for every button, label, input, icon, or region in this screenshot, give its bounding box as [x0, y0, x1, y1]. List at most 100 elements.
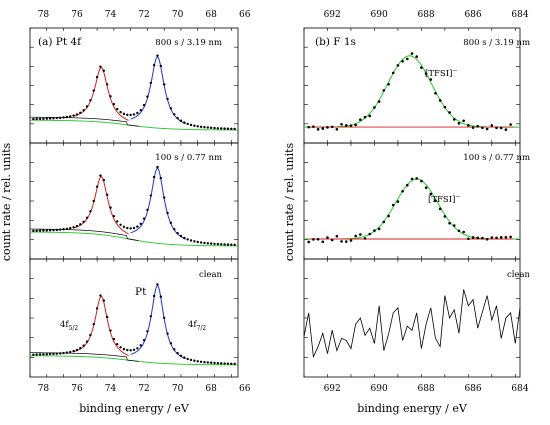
- f1s-data-point-0: [406, 57, 409, 61]
- pt-data-point-2: [119, 346, 122, 349]
- pt-data-point-1: [69, 226, 72, 230]
- pt-data-point-1: [109, 206, 112, 209]
- f1s-data-point-0: [382, 89, 386, 92]
- pt-data-point-0: [173, 113, 176, 116]
- f1s-data-point-1: [415, 177, 418, 180]
- f1s-top-tick-label: 690: [371, 10, 388, 20]
- f1s-data-point-1: [448, 221, 451, 225]
- f1s-data-point-1: [476, 236, 480, 240]
- f1s-data-point-1: [485, 237, 489, 241]
- f1s-data-point-1: [382, 220, 386, 224]
- f-label-800s: 800 s / 3.19 nm: [463, 38, 530, 48]
- f1s-data-point-0: [467, 124, 470, 127]
- pt-data-point-0: [48, 117, 52, 120]
- f1s-data-point-1: [335, 234, 339, 238]
- pt-data-point-2: [142, 339, 146, 342]
- pt-data-point-0: [152, 64, 156, 67]
- pt-data-point-0: [166, 97, 169, 101]
- pt-data-point-2: [55, 352, 59, 355]
- f1s-fit-line-0: [304, 55, 520, 128]
- pt-data-point-0: [183, 121, 186, 124]
- y-axis-title: count rate / rel. units: [0, 142, 13, 261]
- x-axis-title-left: binding energy / eV: [79, 402, 190, 415]
- pt-data-point-0: [85, 105, 89, 108]
- f1s-data-point-0: [434, 91, 437, 95]
- pt4f-bottom-tick-label: 78: [38, 384, 50, 394]
- pt-data-point-2: [223, 362, 226, 365]
- pt-data-point-1: [213, 242, 216, 246]
- f1s-data-point-0: [471, 126, 475, 129]
- pt-data-point-1: [75, 224, 79, 228]
- pt-data-point-1: [209, 242, 213, 245]
- pt-data-point-2: [186, 357, 189, 361]
- pt-data-point-1: [105, 193, 109, 196]
- pt-data-point-1: [193, 240, 196, 243]
- f1s-data-point-1: [359, 233, 362, 236]
- peak-label-4f52: 4f5/2: [60, 320, 78, 332]
- pt-data-point-1: [206, 242, 210, 245]
- pt-data-point-2: [99, 294, 102, 297]
- pt-data-point-1: [152, 175, 156, 179]
- pt-data-point-2: [176, 352, 179, 355]
- f1s-bottom-tick-label: 686: [464, 384, 481, 394]
- pt-data-point-1: [129, 227, 132, 230]
- pt-data-point-1: [149, 194, 152, 197]
- pt-data-point-2: [156, 283, 159, 286]
- f1s-data-point-0: [438, 99, 442, 102]
- pt-data-point-0: [176, 116, 179, 120]
- pt-label-800s: 800 s / 3.19 nm: [155, 38, 222, 48]
- f1s-data-point-0: [481, 126, 484, 130]
- f1s-data-point-1: [396, 200, 400, 203]
- pt4f-bottom-tick-label: 66: [239, 384, 251, 394]
- pt-data-point-1: [220, 243, 223, 246]
- pt-data-point-2: [226, 362, 230, 365]
- pt-data-point-0: [32, 117, 35, 121]
- f1s-data-point-1: [326, 236, 329, 239]
- pt-data-point-1: [233, 243, 236, 247]
- f-label-clean: clean: [507, 270, 531, 280]
- pt-data-point-2: [102, 299, 106, 302]
- pt-background-line-1: [30, 231, 238, 247]
- pt-data-point-2: [85, 340, 89, 343]
- f1s-data-point-0: [448, 111, 451, 114]
- pt-data-point-2: [105, 315, 109, 319]
- pt-data-point-0: [105, 83, 109, 86]
- f1s-data-point-1: [349, 239, 353, 242]
- pt4f-top-tick-label: 66: [239, 10, 251, 20]
- f1s-data-point-0: [387, 82, 390, 86]
- f1s-bottom-tick-label: 692: [324, 384, 341, 394]
- f1s-data-point-0: [363, 115, 367, 119]
- panel-label-a: (a) Pt 4f: [38, 36, 82, 48]
- pt-data-point-0: [233, 127, 236, 131]
- pt-data-point-1: [92, 199, 95, 203]
- pt-data-point-2: [45, 353, 48, 356]
- pt-data-point-1: [132, 226, 136, 230]
- pt-data-point-0: [126, 113, 129, 116]
- pt-data-point-1: [99, 174, 102, 177]
- pt-data-point-0: [69, 115, 72, 118]
- tfsi-label-800s: [TFSI]−: [425, 67, 457, 79]
- f1s-data-point-1: [406, 183, 409, 187]
- pt-data-point-1: [142, 217, 146, 220]
- pt-data-point-0: [109, 95, 112, 98]
- pt4f-top-tick-label: 72: [138, 10, 149, 20]
- f1s-data-point-1: [424, 186, 428, 189]
- f1s-data-point-0: [415, 55, 418, 58]
- f1s-data-point-1: [321, 240, 325, 244]
- pt-data-point-0: [79, 111, 82, 114]
- pt-data-point-1: [223, 243, 226, 246]
- f1s-data-point-1: [471, 236, 475, 239]
- f1s-data-point-0: [396, 64, 400, 67]
- pt-data-point-2: [116, 343, 119, 346]
- pt-data-point-1: [139, 222, 142, 225]
- pt-data-point-0: [122, 112, 126, 116]
- pt-data-point-1: [166, 211, 169, 215]
- f1s-data-point-1: [495, 236, 498, 240]
- f1s-data-point-1: [354, 234, 357, 238]
- f1s-data-point-1: [312, 238, 315, 241]
- pt-data-point-1: [183, 236, 186, 240]
- pt-data-point-0: [75, 113, 79, 116]
- pt-data-point-2: [122, 347, 126, 351]
- pt-data-point-0: [216, 127, 220, 130]
